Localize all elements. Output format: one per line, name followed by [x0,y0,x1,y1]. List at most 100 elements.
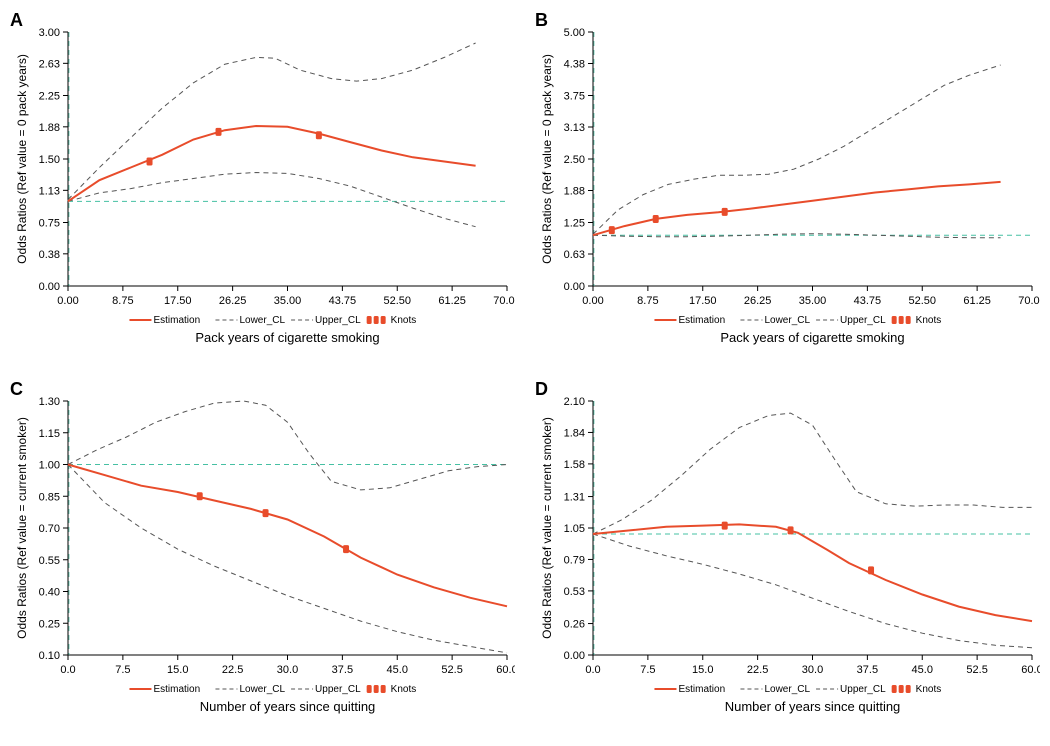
x-tick-label: 60.0 [496,664,515,676]
x-tick-label: 22.5 [222,664,243,676]
y-tick-label: 0.63 [564,249,585,261]
knot-marker [147,158,153,166]
legend-label: Lower_CL [239,684,285,695]
legend-knot [381,685,386,693]
legend-knot [367,316,372,324]
y-tick-label: 1.84 [564,427,585,439]
knot-marker [722,522,728,530]
x-axis-label: Number of years since quitting [725,699,901,714]
knot-marker [197,492,203,500]
x-tick-label: 52.5 [966,664,987,676]
knot-marker [343,545,349,553]
legend-knot [899,685,904,693]
y-tick-label: 0.26 [564,619,585,631]
x-tick-label: 35.00 [799,295,827,307]
y-tick-label: 0.10 [39,650,60,662]
y-tick-label: 0.00 [564,650,585,662]
y-tick-label: 1.88 [39,122,60,134]
y-tick-label: 0.70 [39,523,60,535]
y-tick-label: 0.00 [39,281,60,293]
chart-svg: 0.100.250.400.550.700.851.001.151.300.07… [10,379,515,729]
panel-C: C0.100.250.400.550.700.851.001.151.300.0… [10,379,515,736]
y-tick-label: 1.15 [39,428,60,440]
x-tick-label: 7.5 [640,664,655,676]
x-axis-label: Number of years since quitting [200,699,376,714]
upper-cl-line [593,413,1032,534]
legend-label: Knots [916,315,942,326]
legend-label: Estimation [153,315,200,326]
panel-A: A0.000.380.751.131.501.882.252.633.000.0… [10,10,515,367]
panel-letter: C [10,379,23,400]
legend-label: Estimation [153,684,200,695]
x-tick-label: 43.75 [329,295,357,307]
lower-cl-line [68,173,476,227]
legend-label: Lower_CL [764,684,810,695]
legend-label: Knots [391,315,417,326]
x-tick-label: 52.50 [383,295,411,307]
x-tick-label: 52.50 [908,295,936,307]
legend-knot [374,316,379,324]
y-axis-label: Odds Ratios (Ref value = 0 pack years) [15,54,29,264]
x-tick-label: 15.0 [167,664,188,676]
panel-D: D0.000.260.530.791.051.311.581.842.100.0… [535,379,1040,736]
y-tick-label: 5.00 [564,27,585,39]
estimation-line [68,465,507,607]
x-tick-label: 15.0 [692,664,713,676]
lower-cl-line [593,534,1032,648]
legend-label: Lower_CL [239,315,285,326]
x-tick-label: 45.0 [387,664,408,676]
x-axis-label: Pack years of cigarette smoking [720,330,904,345]
chart-svg: 0.000.631.251.882.503.133.754.385.000.00… [535,10,1040,360]
knot-marker [722,208,728,216]
x-tick-label: 70.00 [1018,295,1040,307]
x-tick-label: 52.5 [441,664,462,676]
x-tick-label: 30.0 [277,664,298,676]
x-tick-label: 26.25 [744,295,772,307]
x-tick-label: 26.25 [219,295,247,307]
y-axis-label: Odds Ratios (Ref value = 0 pack years) [540,54,554,264]
y-tick-label: 2.63 [39,58,60,70]
y-tick-label: 0.40 [39,587,60,599]
y-tick-label: 0.75 [39,218,60,230]
legend-knot [367,685,372,693]
y-tick-label: 1.50 [39,154,60,166]
legend-label: Estimation [678,684,725,695]
knot-marker [653,215,659,223]
knot-marker [216,128,222,136]
y-tick-label: 4.38 [564,58,585,70]
y-axis-label: Odds Ratios (Ref value = current smoker) [15,417,29,639]
legend-label: Knots [916,684,942,695]
chart-svg: 0.000.260.530.791.051.311.581.842.100.07… [535,379,1040,729]
x-tick-label: 37.5 [857,664,878,676]
y-tick-label: 0.38 [39,249,60,261]
legend-label: Lower_CL [764,315,810,326]
legend-label: Upper_CL [315,684,361,695]
chart-grid: A0.000.380.751.131.501.882.252.633.000.0… [10,10,1040,736]
panel-B: B0.000.631.251.882.503.133.754.385.000.0… [535,10,1040,367]
x-tick-label: 60.0 [1021,664,1040,676]
x-tick-label: 17.50 [689,295,717,307]
lower-cl-line [68,465,507,653]
upper-cl-line [593,65,1001,234]
y-tick-label: 1.88 [564,185,585,197]
y-tick-label: 2.50 [564,154,585,166]
x-tick-label: 7.5 [115,664,130,676]
legend-knot [892,685,897,693]
y-tick-label: 1.00 [39,460,60,472]
panel-letter: B [535,10,548,31]
y-axis-label: Odds Ratios (Ref value = current smoker) [540,417,554,639]
legend-label: Upper_CL [840,315,886,326]
x-tick-label: 8.75 [637,295,658,307]
x-tick-label: 43.75 [854,295,882,307]
x-tick-label: 0.0 [60,664,75,676]
y-tick-label: 1.58 [564,459,585,471]
y-tick-label: 1.31 [564,492,585,504]
y-tick-label: 0.55 [39,555,60,567]
y-tick-label: 1.05 [564,523,585,535]
x-tick-label: 17.50 [164,295,192,307]
legend-knot [906,685,911,693]
y-tick-label: 2.25 [39,91,60,103]
x-tick-label: 37.5 [332,664,353,676]
y-tick-label: 3.13 [564,122,585,134]
y-tick-label: 0.79 [564,554,585,566]
